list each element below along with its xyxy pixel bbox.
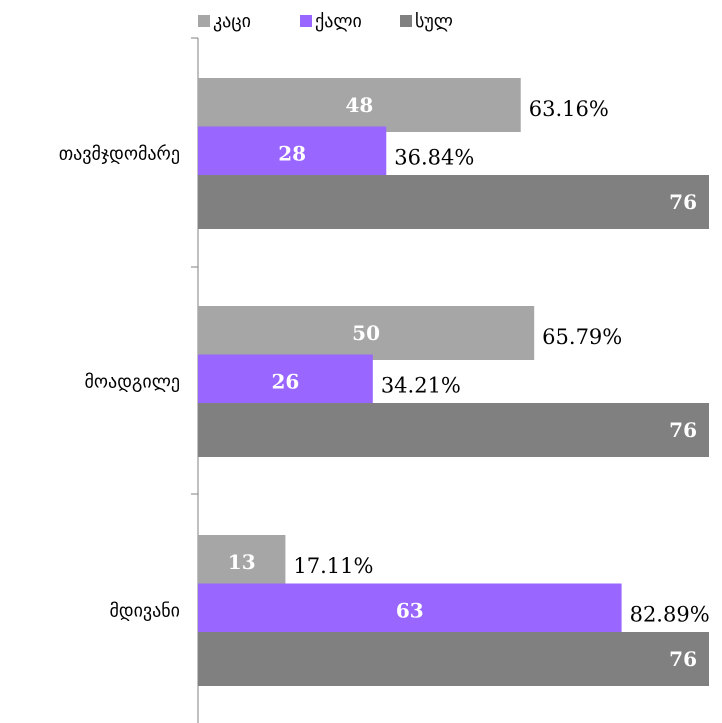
category-label-1: მოადგილე [85,372,181,393]
legend-label-1: ქალი [315,11,362,32]
value-label-1-0: 50 [352,321,380,345]
value-label-1-1: 26 [271,370,299,394]
value-label-2-2: 76 [669,647,697,671]
bar-0-0 [198,78,521,132]
bar-1-2 [198,403,709,457]
percent-label-2-1: 82.89% [630,603,710,627]
category-label-0: თავმჯდომარე [59,144,180,165]
percent-label-1-0: 65.79% [542,325,622,349]
y-axis-ticks [191,37,198,495]
percent-label-2-0: 17.11% [293,554,373,578]
legend-label-0: კაცი [213,11,251,32]
percent-label-0-0: 63.16% [529,97,609,121]
category-labels: თავმჯდომარე მოადგილე მდივანი [59,144,180,622]
value-label-0-0: 48 [345,93,373,117]
percent-label-0-1: 36.84% [394,146,474,170]
bar-2-0 [198,535,286,589]
bars [198,78,709,686]
legend: კაცი ქალი სულ [198,11,453,32]
value-label-1-2: 76 [669,418,697,442]
bar-2-1 [198,583,622,638]
legend-label-2: სულ [415,11,453,32]
legend-swatch-2 [400,15,412,27]
bar-1-0 [198,306,535,360]
data-labels: 48 63.16% 28 36.84% 76 50 65.79% 26 34.21% 76 13 17… [228,93,710,671]
value-label-2-0: 13 [228,550,256,574]
value-label-0-2: 76 [669,190,697,214]
legend-swatch-1 [300,15,312,27]
bar-1-1 [198,354,373,409]
bar-0-1 [198,126,387,181]
category-label-2: მდივანი [109,601,180,622]
value-label-0-1: 28 [278,142,306,166]
legend-swatch-0 [198,15,210,27]
bar-2-2 [198,632,709,686]
bar-0-2 [198,175,709,229]
value-label-2-1: 63 [396,599,424,623]
percent-label-1-1: 34.21% [381,374,461,398]
